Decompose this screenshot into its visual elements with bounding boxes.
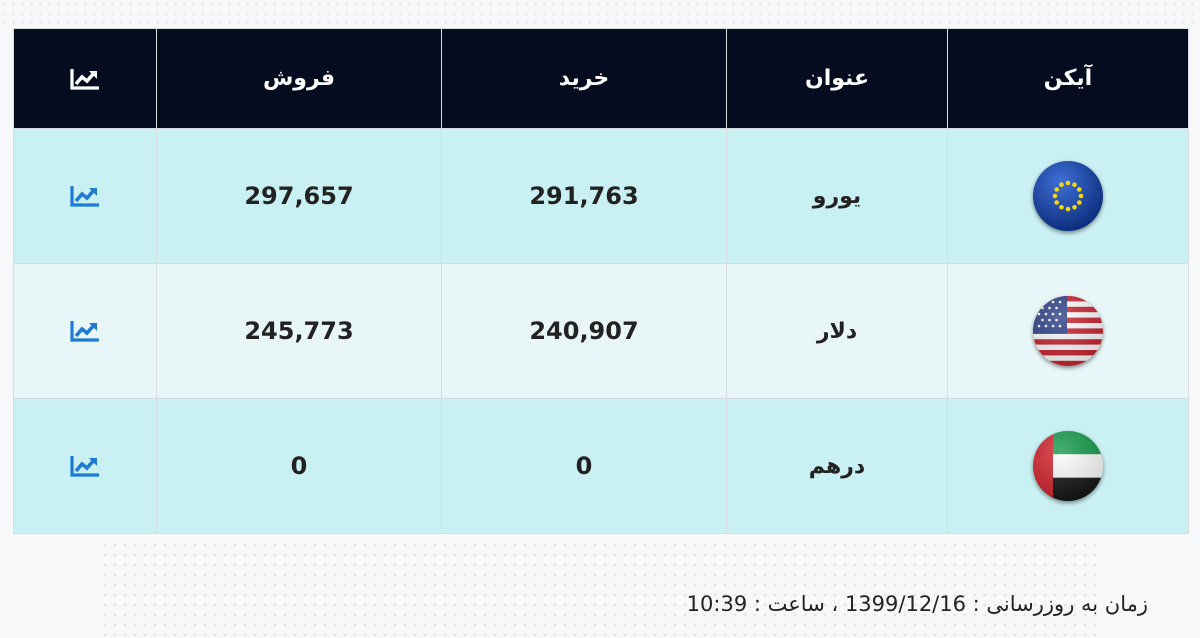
header-sell: فروش [156, 28, 442, 129]
buy-price: 291,763 [441, 128, 727, 264]
buy-price: 240,907 [441, 263, 727, 399]
currency-name: درهم [726, 398, 948, 534]
currency-name: دلار [726, 263, 948, 399]
update-date: 1399/12/16 [844, 592, 966, 616]
chart-cell[interactable] [13, 398, 157, 534]
sell-price: 0 [156, 398, 442, 534]
eu-flag-icon [1033, 161, 1103, 231]
sell-price: 297,657 [156, 128, 442, 264]
chart-cell[interactable] [13, 263, 157, 399]
flag-cell [947, 263, 1189, 399]
flag-cell [947, 398, 1189, 534]
table-row: دلار 240,907 245,773 [13, 263, 1189, 399]
currency-rates-table: آیکن عنوان خرید فروش [13, 28, 1189, 534]
uae-flag-icon [1033, 431, 1103, 501]
us-flag-icon [1033, 296, 1103, 366]
chart-line-icon[interactable] [69, 454, 101, 478]
update-time-label: ، ساعت : [753, 592, 839, 616]
chart-cell[interactable] [13, 128, 157, 264]
table-row: درهم 0 0 [13, 398, 1189, 534]
sell-price: 245,773 [156, 263, 442, 399]
currency-name: یورو [726, 128, 948, 264]
chart-line-icon [70, 69, 99, 90]
header-name: عنوان [726, 28, 948, 129]
flag-cell [947, 128, 1189, 264]
dotted-background-top [0, 0, 1200, 28]
header-icon: آیکن [947, 28, 1189, 129]
chart-line-icon[interactable] [69, 184, 101, 208]
chart-line-icon[interactable] [69, 319, 101, 343]
header-chart [13, 28, 157, 129]
table-header-row: آیکن عنوان خرید فروش [13, 28, 1189, 129]
update-timestamp: زمان به روزرسانی : 1399/12/16 ، ساعت : 1… [687, 592, 1148, 616]
buy-price: 0 [441, 398, 727, 534]
update-time: 10:39 [686, 592, 748, 616]
update-label: زمان به روزرسانی : [972, 592, 1148, 616]
dotted-background-bottom [100, 540, 1100, 638]
header-buy: خرید [441, 28, 727, 129]
table-row: یورو 291,763 297,657 [13, 128, 1189, 264]
